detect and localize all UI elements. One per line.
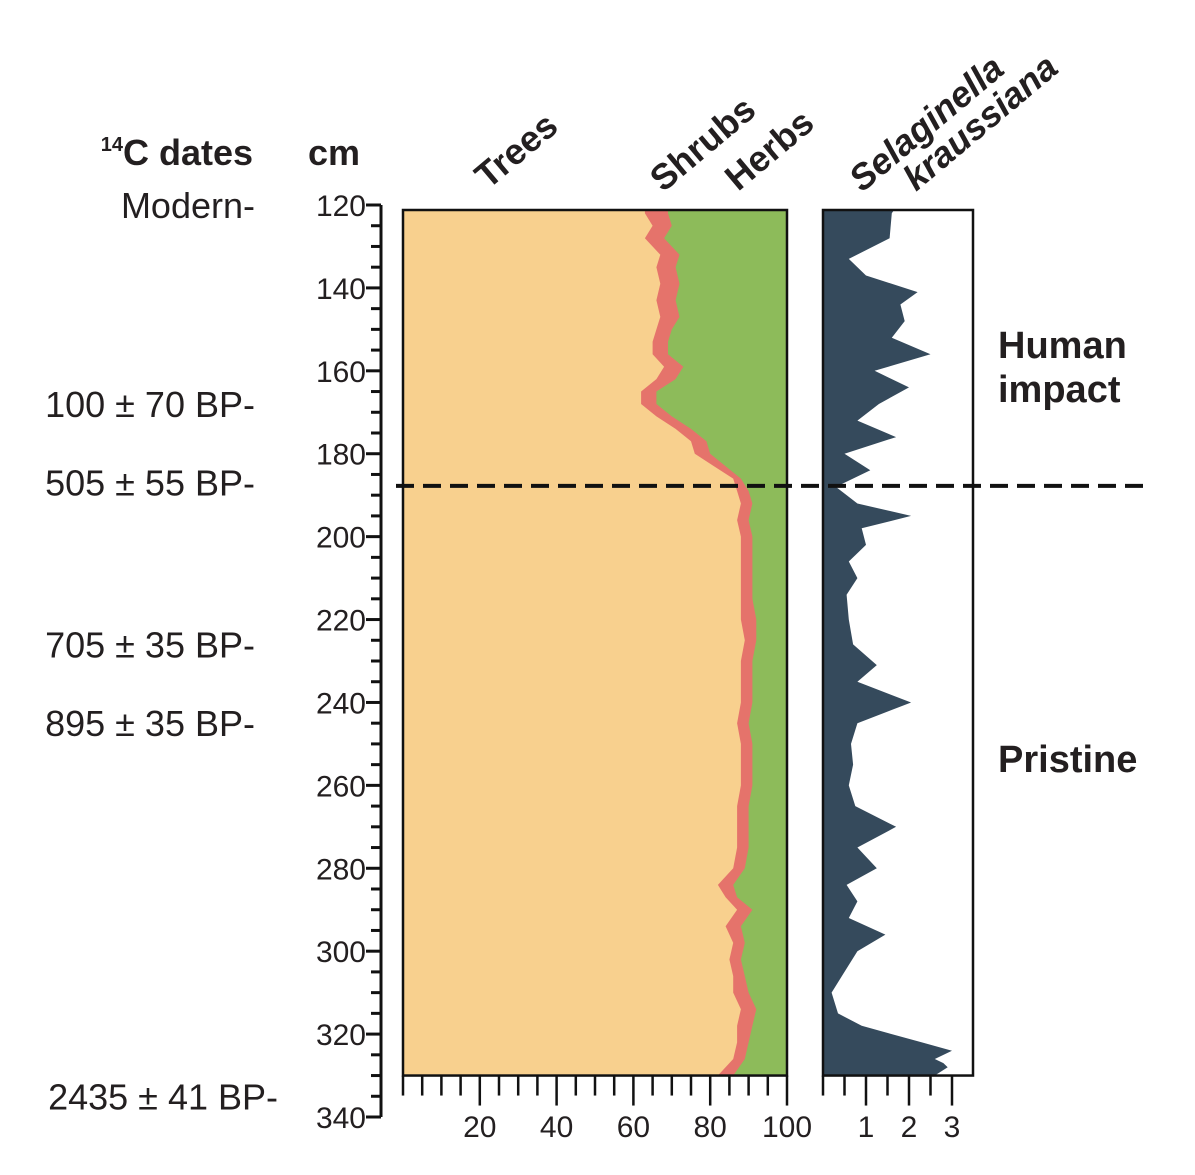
sel-tick-label: 2 (901, 1111, 918, 1144)
depth-header: cm (308, 132, 360, 173)
depth-tick-label: 140 (316, 273, 366, 306)
date-label: Modern- (121, 185, 255, 226)
series-label-trees: Trees (467, 104, 565, 196)
trees-area (403, 210, 745, 1076)
depth-axis: 120 140 160 180 200 220 240 260 280 300 320 340 (316, 190, 383, 1135)
sel-tick-label: 3 (944, 1111, 961, 1144)
pct-tick-label: 40 (540, 1111, 573, 1144)
selaginella-area (823, 210, 952, 1076)
date-label: 895 ± 35 BP- (45, 703, 255, 744)
dates-label: C dates (123, 132, 253, 173)
pct-tick-label: 20 (463, 1111, 496, 1144)
zone-label: Human (998, 325, 1127, 367)
depth-tick-label: 220 (316, 605, 366, 638)
selaginella-frame (821, 208, 975, 1077)
depth-tick-label: 300 (316, 936, 366, 969)
pct-tick-label: 60 (617, 1111, 650, 1144)
radiocarbon-dates: Modern- 100 ± 70 BP- 505 ± 55 BP- 705 ± 35 … (45, 185, 278, 1117)
zone-label: Pristine (998, 739, 1137, 781)
sel-tick-label: 1 (858, 1111, 875, 1144)
depth-tick-label: 340 (316, 1102, 366, 1135)
column-headers: 14C dates cm (101, 132, 360, 173)
depth-tick-label: 120 (316, 190, 366, 223)
depth-tick-label: 260 (316, 770, 366, 803)
date-label: 505 ± 55 BP- (45, 463, 255, 504)
date-label: 705 ± 35 BP- (45, 624, 255, 665)
pct-tick-label: 80 (694, 1111, 727, 1144)
date-label: 100 ± 70 BP- (45, 384, 255, 425)
dates-header: 14C dates (101, 132, 253, 173)
date-label: 2435 ± 41 BP- (48, 1076, 278, 1117)
depth-tick-label: 180 (316, 439, 366, 472)
depth-tick-label: 240 (316, 687, 366, 720)
zone-label: impact (998, 369, 1121, 411)
depth-tick-label: 320 (316, 1019, 366, 1052)
depth-tick-label: 160 (316, 356, 366, 389)
pct-tick-label: 100 (762, 1111, 812, 1144)
dates-superscript: 14 (101, 134, 124, 156)
depth-tick-label: 200 (316, 522, 366, 555)
depth-tick-label: 280 (316, 853, 366, 886)
